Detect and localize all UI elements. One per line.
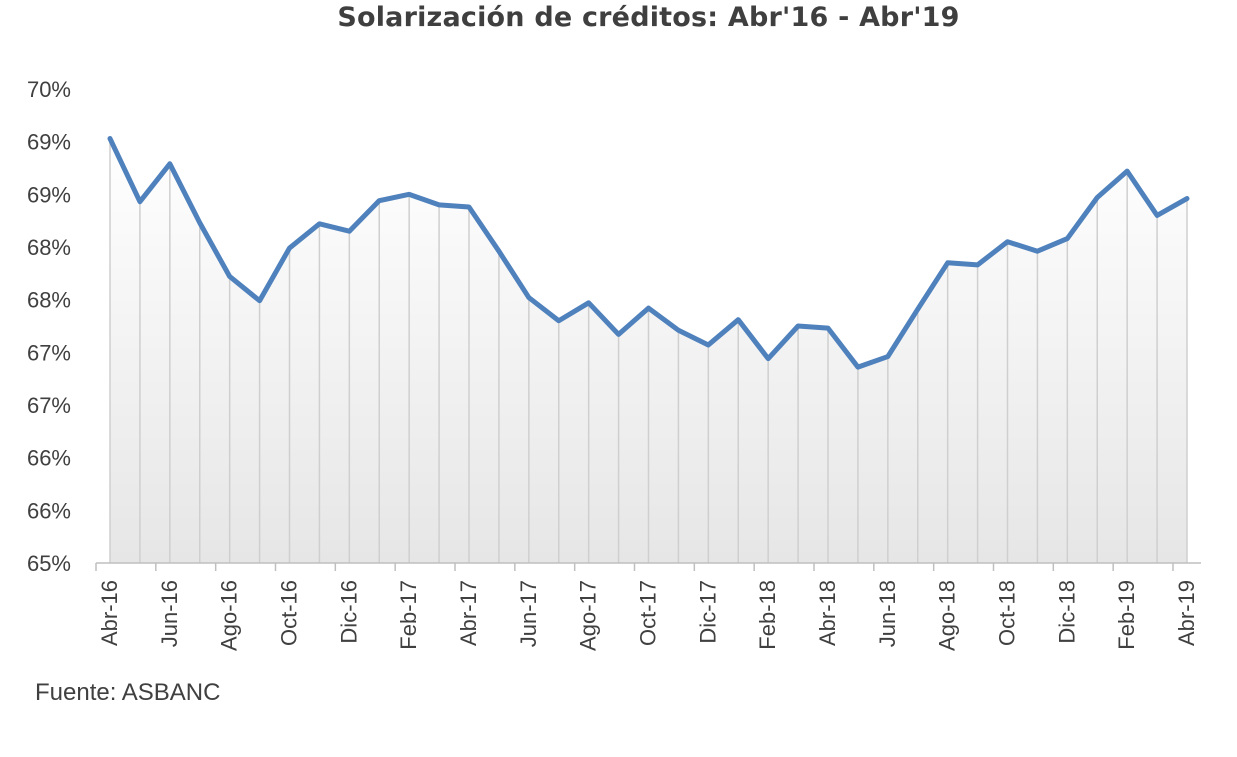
x-tick-label: Oct-16 [277, 580, 302, 646]
y-tick-label: 67% [27, 340, 71, 365]
x-tick-label: Abr-16 [97, 580, 122, 646]
y-tick-label: 68% [27, 235, 71, 260]
y-tick-label: 65% [27, 551, 71, 576]
series-line [107, 136, 1190, 370]
y-tick-label: 66% [27, 446, 71, 471]
y-tick-label: 68% [27, 288, 71, 313]
x-tick-label: Dic-17 [695, 580, 720, 644]
x-tick-label: Jun-18 [875, 580, 900, 647]
y-tick-label: 67% [27, 393, 71, 418]
x-tick-label: Oct-17 [636, 580, 661, 646]
chart-title: Solarización de créditos: Abr'16 - Abr'1… [337, 2, 960, 33]
x-tick-label: Ago-16 [217, 580, 242, 651]
x-tick-label: Jun-16 [157, 580, 182, 647]
x-tick-label: Dic-16 [336, 580, 361, 644]
y-tick-label: 69% [27, 182, 71, 207]
x-tick-label: Abr-17 [456, 580, 481, 646]
y-tick-label: 70% [27, 77, 71, 102]
x-tick-label: Oct-18 [995, 580, 1020, 646]
x-tick-label: Feb-18 [755, 580, 780, 650]
x-tick-label: Ago-17 [576, 580, 601, 651]
y-tick-label: 69% [27, 130, 71, 155]
x-tick-label: Abr-18 [815, 580, 840, 646]
x-tick-label: Jun-17 [516, 580, 541, 647]
y-tick-label: 66% [27, 498, 71, 523]
x-tick-label: Feb-17 [396, 580, 421, 650]
x-tick-label: Ago-18 [935, 580, 960, 651]
source-note: Fuente: ASBANC [35, 679, 221, 706]
x-tick-label: Dic-18 [1054, 580, 1079, 644]
x-tick-label: Abr-19 [1174, 580, 1199, 646]
x-tick-label: Feb-19 [1114, 580, 1139, 650]
